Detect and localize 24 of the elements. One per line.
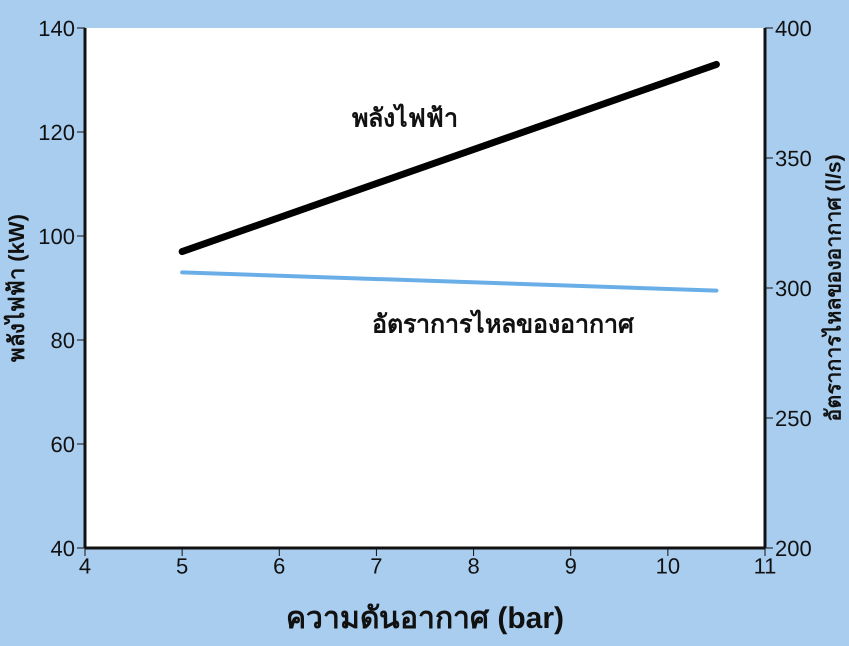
y2-tick-label: 250 bbox=[775, 406, 812, 431]
x-axis-title: ความดันอากาศ (bar) bbox=[286, 602, 564, 635]
x-tick-label: 7 bbox=[370, 554, 383, 579]
y-tick-label: 140 bbox=[38, 16, 75, 41]
x-tick-label: 8 bbox=[467, 554, 480, 579]
x-tick-label: 10 bbox=[656, 554, 680, 579]
x-tick-label: 6 bbox=[273, 554, 286, 579]
series-label: พลังไฟฟ้า bbox=[352, 102, 458, 133]
y-tick-label: 80 bbox=[50, 328, 75, 353]
y-tick-label: 100 bbox=[38, 224, 75, 249]
y-axis-title: พลังไฟฟ้า (kW) bbox=[2, 214, 29, 362]
y2-tick-label: 350 bbox=[775, 146, 812, 171]
x-tick-label: 5 bbox=[176, 554, 188, 579]
y-tick-label: 120 bbox=[38, 120, 75, 145]
x-tick-label: 4 bbox=[78, 554, 92, 579]
y-tick-label: 40 bbox=[50, 536, 75, 561]
x-tick-label: 11 bbox=[754, 554, 776, 579]
y2-tick-label: 400 bbox=[775, 16, 812, 41]
y-tick-label: 60 bbox=[50, 432, 75, 457]
x-tick-label: 9 bbox=[564, 554, 577, 579]
y2-tick-label: 300 bbox=[775, 276, 812, 301]
series-label: อัตราการไหลของอากาศ bbox=[372, 308, 636, 338]
y2-axis-title: อัตราการไหลของอากาศ (l/s) bbox=[820, 154, 846, 422]
y2-tick-label: 200 bbox=[775, 536, 812, 561]
